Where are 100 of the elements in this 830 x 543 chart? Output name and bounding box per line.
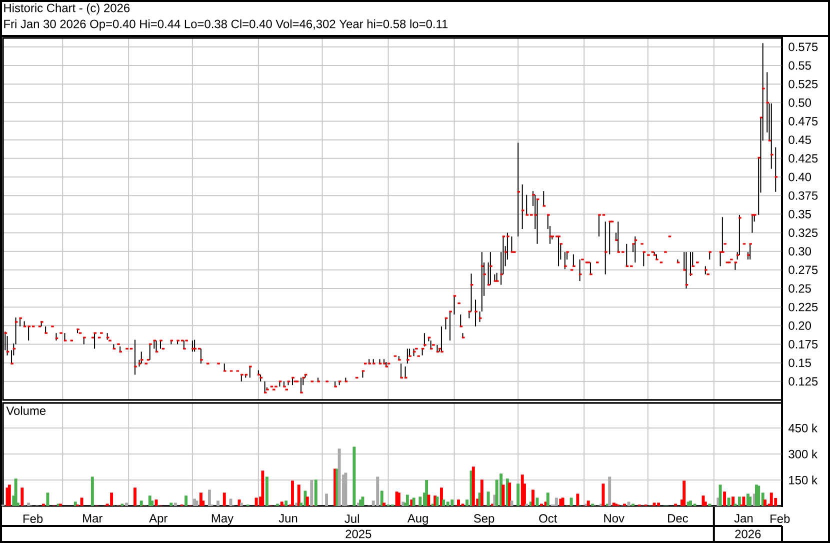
text: 2025 <box>346 530 372 538</box>
bar <box>222 492 226 506</box>
y-tick-label: 0.275 <box>788 266 818 274</box>
y-tick-label: 0.225 <box>788 302 818 312</box>
bar <box>27 502 30 506</box>
bar <box>338 448 341 506</box>
x-tick-label: May <box>212 514 234 525</box>
bar <box>763 500 766 506</box>
bar <box>297 484 300 506</box>
bar <box>14 478 18 506</box>
bar <box>738 496 741 506</box>
bar <box>742 496 746 506</box>
chart-subtitle: Fri Jan 30 2026 Op=0.40 Hi=0.44 Lo=0.38 Cl=0.40 Vol=46,302 Year hi=0.58 lo=0.11 <box>4 19 448 31</box>
bar <box>8 484 11 506</box>
bar <box>310 480 314 506</box>
x-tick-label: Sep <box>474 514 494 525</box>
bar <box>718 484 722 506</box>
bar <box>486 492 490 506</box>
y-tick-label: 0.375 <box>788 191 818 200</box>
x-tick-label: Nov <box>604 514 624 523</box>
y-tick-label: 0.475 <box>788 117 818 126</box>
text: 2026 <box>735 530 761 538</box>
bar <box>427 494 430 506</box>
bar <box>602 484 605 506</box>
y-tick-label: 0.15 <box>788 358 811 368</box>
bar <box>770 492 773 506</box>
x-tick-label: Aug <box>407 514 428 525</box>
bar <box>140 500 143 506</box>
bar <box>290 480 294 506</box>
y-tick-label: 0.40 <box>788 172 811 182</box>
bar <box>46 492 50 506</box>
bar <box>586 500 590 506</box>
y-tick-label: 0.35 <box>788 210 811 218</box>
bar <box>508 482 512 506</box>
bar <box>531 490 534 506</box>
bar <box>446 502 450 506</box>
y-tick-label: 0.175 <box>788 340 818 348</box>
x-tick-label: Feb <box>770 514 790 523</box>
bar <box>546 492 550 506</box>
bar <box>110 492 114 506</box>
y-tick-label: 0.575 <box>788 42 818 52</box>
y-tick-label: 0.325 <box>788 228 818 237</box>
bar <box>748 496 752 506</box>
bar <box>325 494 328 506</box>
bar <box>90 476 94 506</box>
bar <box>376 476 380 506</box>
y-tick-label: 150 k <box>789 476 818 484</box>
bar <box>608 476 612 506</box>
x-tick-label: Mar <box>83 514 102 523</box>
bar <box>284 500 288 506</box>
bar <box>727 498 730 506</box>
bar <box>124 502 128 506</box>
bar <box>457 500 460 506</box>
bar <box>627 502 630 506</box>
y-tick-label: 0.30 <box>788 247 811 256</box>
bar <box>240 502 243 506</box>
bar <box>80 498 84 506</box>
bar <box>723 492 726 506</box>
chart-title: Volume <box>6 406 46 415</box>
bar <box>576 494 580 506</box>
y-tick-label: 0.25 <box>788 284 811 293</box>
bar <box>682 480 686 506</box>
bar <box>380 490 384 506</box>
bar <box>554 498 558 506</box>
y-tick-label: 0.50 <box>788 98 811 107</box>
bar <box>472 466 475 506</box>
y-tick-label: 300 k <box>788 450 818 458</box>
bar <box>732 496 735 506</box>
bar <box>254 498 258 506</box>
bar <box>174 502 177 506</box>
bar <box>133 488 136 506</box>
bar <box>406 494 409 506</box>
bar <box>261 470 264 506</box>
bar <box>20 488 24 506</box>
x-tick-label: Oct <box>539 514 558 523</box>
x-tick-label: Jun <box>278 514 298 523</box>
y-tick-label: 0.525 <box>788 80 818 88</box>
bar <box>689 500 692 506</box>
chart-title: Historic Chart - (c) 2026 <box>4 3 130 15</box>
bar <box>652 502 656 506</box>
x-tick-label: Dec <box>668 514 688 523</box>
bar <box>306 496 309 506</box>
y-tick-label: 0.20 <box>788 321 811 330</box>
y-tick-label: 450 k <box>788 424 818 432</box>
bar <box>314 480 318 506</box>
bar <box>450 500 454 506</box>
x-tick-label: Jan <box>734 514 753 523</box>
bar <box>208 490 211 506</box>
bar <box>480 480 484 506</box>
bar <box>265 476 268 506</box>
y-tick-label: 0.125 <box>788 377 818 386</box>
bar <box>216 500 220 506</box>
bar <box>510 500 514 506</box>
bar <box>757 486 760 506</box>
bar <box>382 502 386 506</box>
bar <box>361 496 364 506</box>
bar <box>418 496 422 506</box>
x-tick-label: Apr <box>149 514 168 525</box>
y-tick-label: 0.45 <box>788 136 811 144</box>
bar <box>442 500 446 506</box>
